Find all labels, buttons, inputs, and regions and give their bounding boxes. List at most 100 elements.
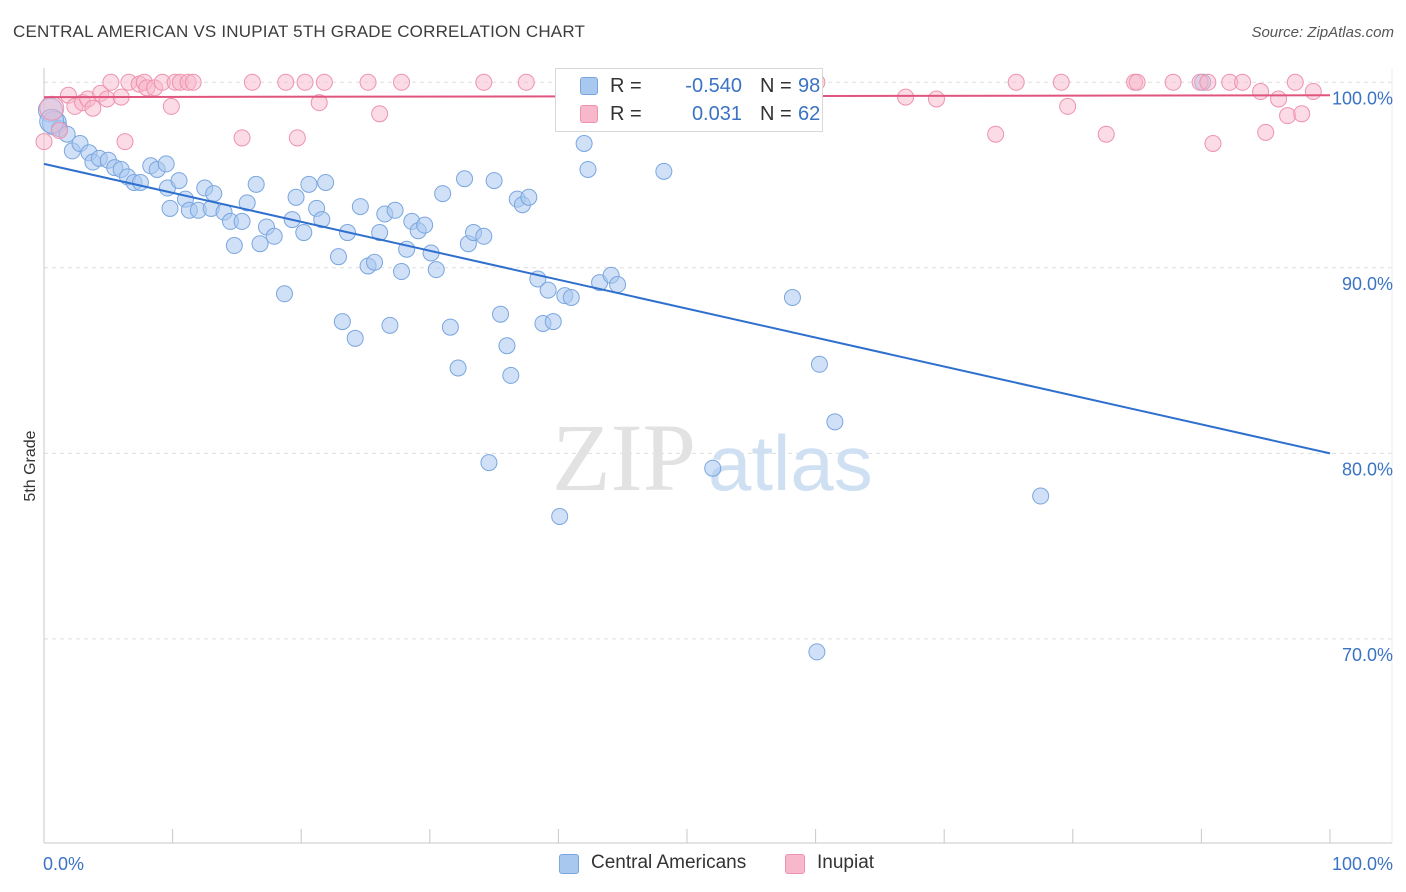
data-point xyxy=(579,160,597,178)
data-point xyxy=(927,90,945,108)
data-point xyxy=(98,90,116,108)
data-point xyxy=(1304,83,1322,101)
data-point xyxy=(313,211,331,229)
data-point xyxy=(609,276,627,294)
series-central-americans xyxy=(37,73,1212,661)
bottom-legend-swatch-central-americans xyxy=(559,854,579,874)
data-point xyxy=(575,134,593,152)
data-point xyxy=(300,175,318,193)
data-point xyxy=(485,172,503,190)
data-point xyxy=(1097,125,1115,143)
data-point xyxy=(449,359,467,377)
legend-r-value: -0.540 xyxy=(685,75,742,97)
legend-swatch-inupiat xyxy=(580,105,598,123)
data-point xyxy=(393,73,411,91)
correlation-legend: R = -0.540 N = 98 R = 0.031 N = 62 xyxy=(555,68,823,132)
data-point xyxy=(480,454,498,472)
data-point xyxy=(1286,73,1304,91)
data-point xyxy=(502,366,520,384)
data-point xyxy=(517,73,535,91)
data-point xyxy=(655,162,673,180)
legend-n-label: N = xyxy=(760,103,792,125)
data-point xyxy=(1204,134,1222,152)
data-point xyxy=(359,73,377,91)
data-point xyxy=(233,129,251,147)
data-point xyxy=(1128,73,1146,91)
y-tick-label: 70.0% xyxy=(1342,645,1393,665)
legend-r-label: R = xyxy=(610,103,642,125)
data-point xyxy=(1052,73,1070,91)
data-point xyxy=(1252,83,1270,101)
data-point xyxy=(84,99,102,117)
data-point xyxy=(265,227,283,245)
x-tick-label: 0.0% xyxy=(43,854,84,874)
data-point xyxy=(243,73,261,91)
data-point xyxy=(170,172,188,190)
y-tick-label: 90.0% xyxy=(1342,274,1393,294)
tick-labels: 70.0% 80.0% 90.0% 100.0% 0.0% 100.0% xyxy=(43,88,1393,874)
data-point xyxy=(551,507,569,525)
bottom-legend-label: Inupiat xyxy=(817,852,875,873)
legend-swatch-central-americans xyxy=(580,77,598,95)
legend-n-label: N = xyxy=(760,75,792,97)
data-point xyxy=(184,73,202,91)
data-point xyxy=(562,288,580,306)
watermark-atlas: atlas xyxy=(708,419,873,507)
data-point xyxy=(434,185,452,203)
data-point xyxy=(371,105,389,123)
data-point xyxy=(1293,105,1311,123)
data-point xyxy=(492,305,510,323)
data-point xyxy=(50,122,68,140)
data-point xyxy=(1234,73,1252,91)
grid-lines xyxy=(44,81,1392,640)
data-point xyxy=(416,216,434,234)
data-point xyxy=(386,201,404,219)
data-point xyxy=(333,313,351,331)
data-point xyxy=(288,129,306,147)
data-point xyxy=(1279,107,1297,125)
data-point xyxy=(35,133,53,151)
y-axis-label: 5th Grade xyxy=(22,430,39,501)
data-point xyxy=(520,188,538,206)
data-point xyxy=(783,288,801,306)
chart-title: CENTRAL AMERICAN VS INUPIAT 5TH GRADE CO… xyxy=(13,22,586,41)
data-point xyxy=(427,261,445,279)
data-point xyxy=(277,73,295,91)
y-tick-label: 100.0% xyxy=(1332,88,1393,108)
data-point xyxy=(1257,123,1275,141)
data-point xyxy=(826,413,844,431)
legend-r-value: 0.031 xyxy=(691,103,742,125)
data-point xyxy=(1059,97,1077,115)
data-point xyxy=(1199,73,1217,91)
x-tick-label: 100.0% xyxy=(1332,854,1393,874)
data-point xyxy=(381,316,399,334)
data-point xyxy=(539,281,557,299)
data-point xyxy=(987,125,1005,143)
data-point xyxy=(317,173,335,191)
data-point xyxy=(897,88,915,106)
data-point xyxy=(296,73,314,91)
data-point xyxy=(315,73,333,91)
data-point xyxy=(157,155,175,173)
data-point xyxy=(131,173,149,191)
data-point xyxy=(1164,73,1182,91)
data-point xyxy=(116,133,134,151)
data-point xyxy=(161,199,179,217)
source-label: Source: ZipAtlas.com xyxy=(1251,24,1394,41)
data-point xyxy=(366,253,384,271)
data-point xyxy=(295,224,313,242)
data-point xyxy=(233,212,251,230)
data-point xyxy=(441,318,459,336)
data-point xyxy=(475,73,493,91)
data-point xyxy=(346,329,364,347)
trend-line-central-americans xyxy=(43,162,1331,455)
data-point xyxy=(1007,73,1025,91)
legend-n-value: 62 xyxy=(798,103,821,125)
data-point xyxy=(225,237,243,255)
data-point xyxy=(39,95,65,121)
trend-lines xyxy=(43,94,1331,455)
data-point xyxy=(251,235,269,253)
data-point xyxy=(275,285,293,303)
data-point xyxy=(351,198,369,216)
